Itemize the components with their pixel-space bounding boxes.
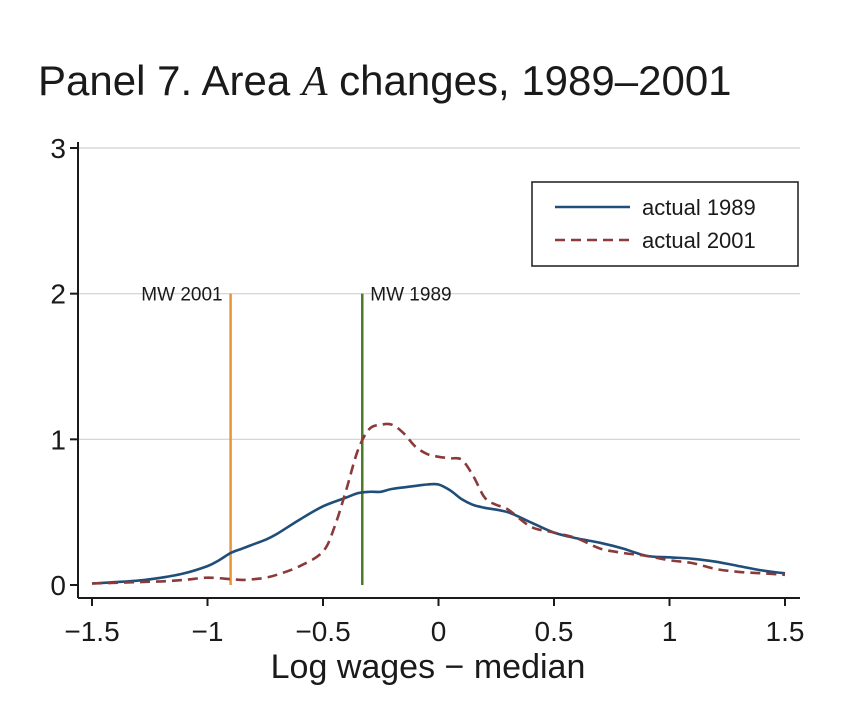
x-tick-label-0: −1.5: [64, 616, 119, 647]
chart-title-prefix: Panel 7. Area: [38, 57, 302, 104]
series-line-1: [91, 422, 786, 585]
mw-label-0: MW 2001: [141, 285, 222, 306]
y-tick-label-2: 2: [50, 279, 66, 310]
mw-label-1: MW 1989: [370, 285, 451, 306]
minimum-wage-lines: MW 2001 MW 1989: [141, 285, 452, 585]
grid-lines: [78, 147, 800, 440]
series-line-0: [91, 482, 786, 585]
legend: actual 1989 actual 2001: [531, 181, 799, 267]
chart-title-variable: A: [299, 59, 328, 105]
chart-title-suffix: changes, 1989–2001: [328, 57, 732, 104]
y-tick-label-0: 0: [50, 570, 66, 601]
legend-box: [531, 181, 799, 267]
legend-label-0: actual 1989: [642, 195, 756, 220]
x-tick-label-1: −1: [192, 616, 224, 647]
x-axis-label: Log wages − median: [271, 648, 586, 686]
x-tick-label-3: 0: [431, 616, 447, 647]
ticks: 0 1 2 3 −1.5 −1 −0.5 0 0.5 1 1.5: [50, 133, 804, 647]
legend-label-1: actual 2001: [642, 228, 756, 253]
x-tick-label-6: 1.5: [766, 616, 805, 647]
series-lines: [91, 422, 786, 585]
x-tick-label-2: −0.5: [295, 616, 350, 647]
x-tick-label-5: 1: [662, 616, 678, 647]
x-tick-label-4: 0.5: [535, 616, 574, 647]
chart-title: Panel 7. Area A changes, 1989–2001: [38, 57, 732, 105]
y-tick-label-1: 1: [50, 424, 66, 455]
y-tick-label-3: 3: [50, 133, 66, 164]
